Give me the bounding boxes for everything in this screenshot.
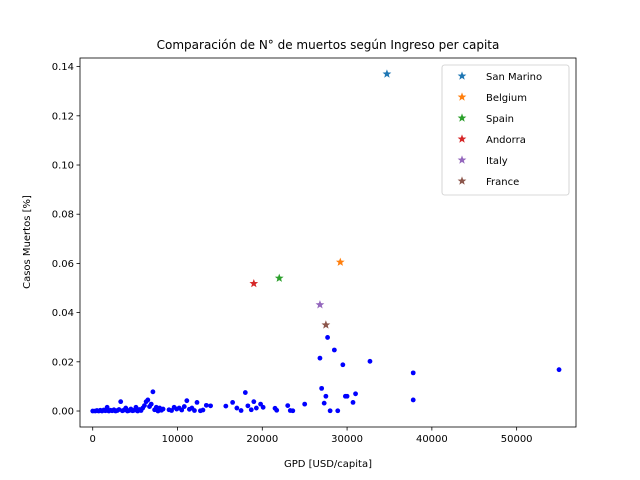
data-points xyxy=(90,335,562,414)
data-point xyxy=(327,408,333,414)
data-point xyxy=(234,405,240,411)
data-point xyxy=(184,398,190,404)
legend-marker xyxy=(457,134,467,143)
data-point xyxy=(181,404,187,409)
data-point xyxy=(245,403,251,409)
y-tick-label: 0.12 xyxy=(52,111,74,122)
data-point xyxy=(251,399,257,405)
data-point xyxy=(104,404,110,410)
data-point xyxy=(340,362,346,368)
data-point xyxy=(350,400,356,405)
data-point xyxy=(142,403,147,408)
data-point xyxy=(285,403,291,408)
legend-marker xyxy=(457,176,467,185)
data-point xyxy=(194,400,200,405)
data-point xyxy=(150,389,156,395)
y-tick-label: 0.06 xyxy=(52,259,74,270)
y-tick-label: 0.10 xyxy=(52,161,74,172)
legend-marker xyxy=(457,155,467,164)
data-point xyxy=(145,397,151,403)
data-point xyxy=(325,335,330,340)
y-tick-label: 0.00 xyxy=(52,407,74,418)
series-point-star xyxy=(335,257,345,266)
data-point xyxy=(118,399,124,405)
x-axis-label: GPD [USD/capita] xyxy=(284,459,372,470)
x-tick-label: 30000 xyxy=(331,434,363,445)
data-point xyxy=(203,402,209,408)
data-point xyxy=(133,404,139,410)
data-point xyxy=(367,358,373,364)
data-point xyxy=(179,407,185,413)
data-point xyxy=(410,397,416,403)
data-point xyxy=(208,403,213,409)
x-axis: 0 10000 20000 30000 40000 50000 xyxy=(90,427,533,445)
data-point xyxy=(258,401,263,407)
data-point xyxy=(317,355,323,361)
y-tick-label: 0.04 xyxy=(52,308,74,319)
x-tick-label: 40000 xyxy=(416,434,448,445)
highlighted-series xyxy=(249,69,392,329)
y-tick-label: 0.02 xyxy=(52,357,74,368)
data-point xyxy=(331,347,337,353)
data-point xyxy=(319,385,325,391)
legend-label: Spain xyxy=(486,114,514,125)
legend-label: Italy xyxy=(486,156,508,167)
x-tick-label: 50000 xyxy=(501,434,533,445)
y-tick-label: 0.14 xyxy=(52,62,74,73)
data-point xyxy=(290,408,296,414)
data-point xyxy=(410,370,416,376)
legend-marker xyxy=(457,92,467,101)
data-point xyxy=(242,390,248,395)
data-point xyxy=(321,400,327,406)
legend-label: Andorra xyxy=(486,135,526,146)
legend-label: Belgium xyxy=(486,93,527,104)
y-axis-label: Casos Muertos [%] xyxy=(22,195,33,289)
series-point-star xyxy=(315,300,325,309)
y-tick-label: 0.08 xyxy=(52,210,74,221)
series-point-star xyxy=(274,273,284,282)
data-point xyxy=(556,367,562,373)
data-point xyxy=(230,400,236,405)
data-point xyxy=(353,391,358,397)
series-point-star xyxy=(382,69,392,78)
x-tick-label: 0 xyxy=(90,434,96,445)
data-point xyxy=(344,393,350,399)
data-point xyxy=(223,403,229,409)
data-point xyxy=(260,404,266,410)
legend-frame xyxy=(441,64,570,196)
legend: San Marino Belgium Spain Andorra Italy France xyxy=(441,64,570,196)
data-point xyxy=(148,401,154,407)
data-point xyxy=(160,406,166,412)
legend-marker xyxy=(457,113,467,122)
data-point xyxy=(169,408,174,413)
legend-label: San Marino xyxy=(486,72,542,83)
x-tick-label: 10000 xyxy=(162,434,194,445)
x-tick-label: 20000 xyxy=(246,434,278,445)
series-point-star xyxy=(321,320,331,329)
data-point xyxy=(192,408,197,413)
chart-title: Comparación de N° de muertos según Ingre… xyxy=(157,38,500,52)
legend-label: France xyxy=(486,177,519,188)
data-point xyxy=(200,407,206,413)
data-point xyxy=(248,407,254,413)
data-point xyxy=(253,405,259,411)
legend-marker xyxy=(457,71,467,80)
data-point xyxy=(323,393,329,399)
data-point xyxy=(335,408,341,414)
y-axis: 0.00 0.02 0.04 0.06 0.08 0.10 0.12 0.14 xyxy=(52,62,80,418)
data-point xyxy=(274,407,280,413)
data-point xyxy=(238,408,244,413)
data-point xyxy=(302,401,308,407)
series-point-star xyxy=(249,278,259,288)
